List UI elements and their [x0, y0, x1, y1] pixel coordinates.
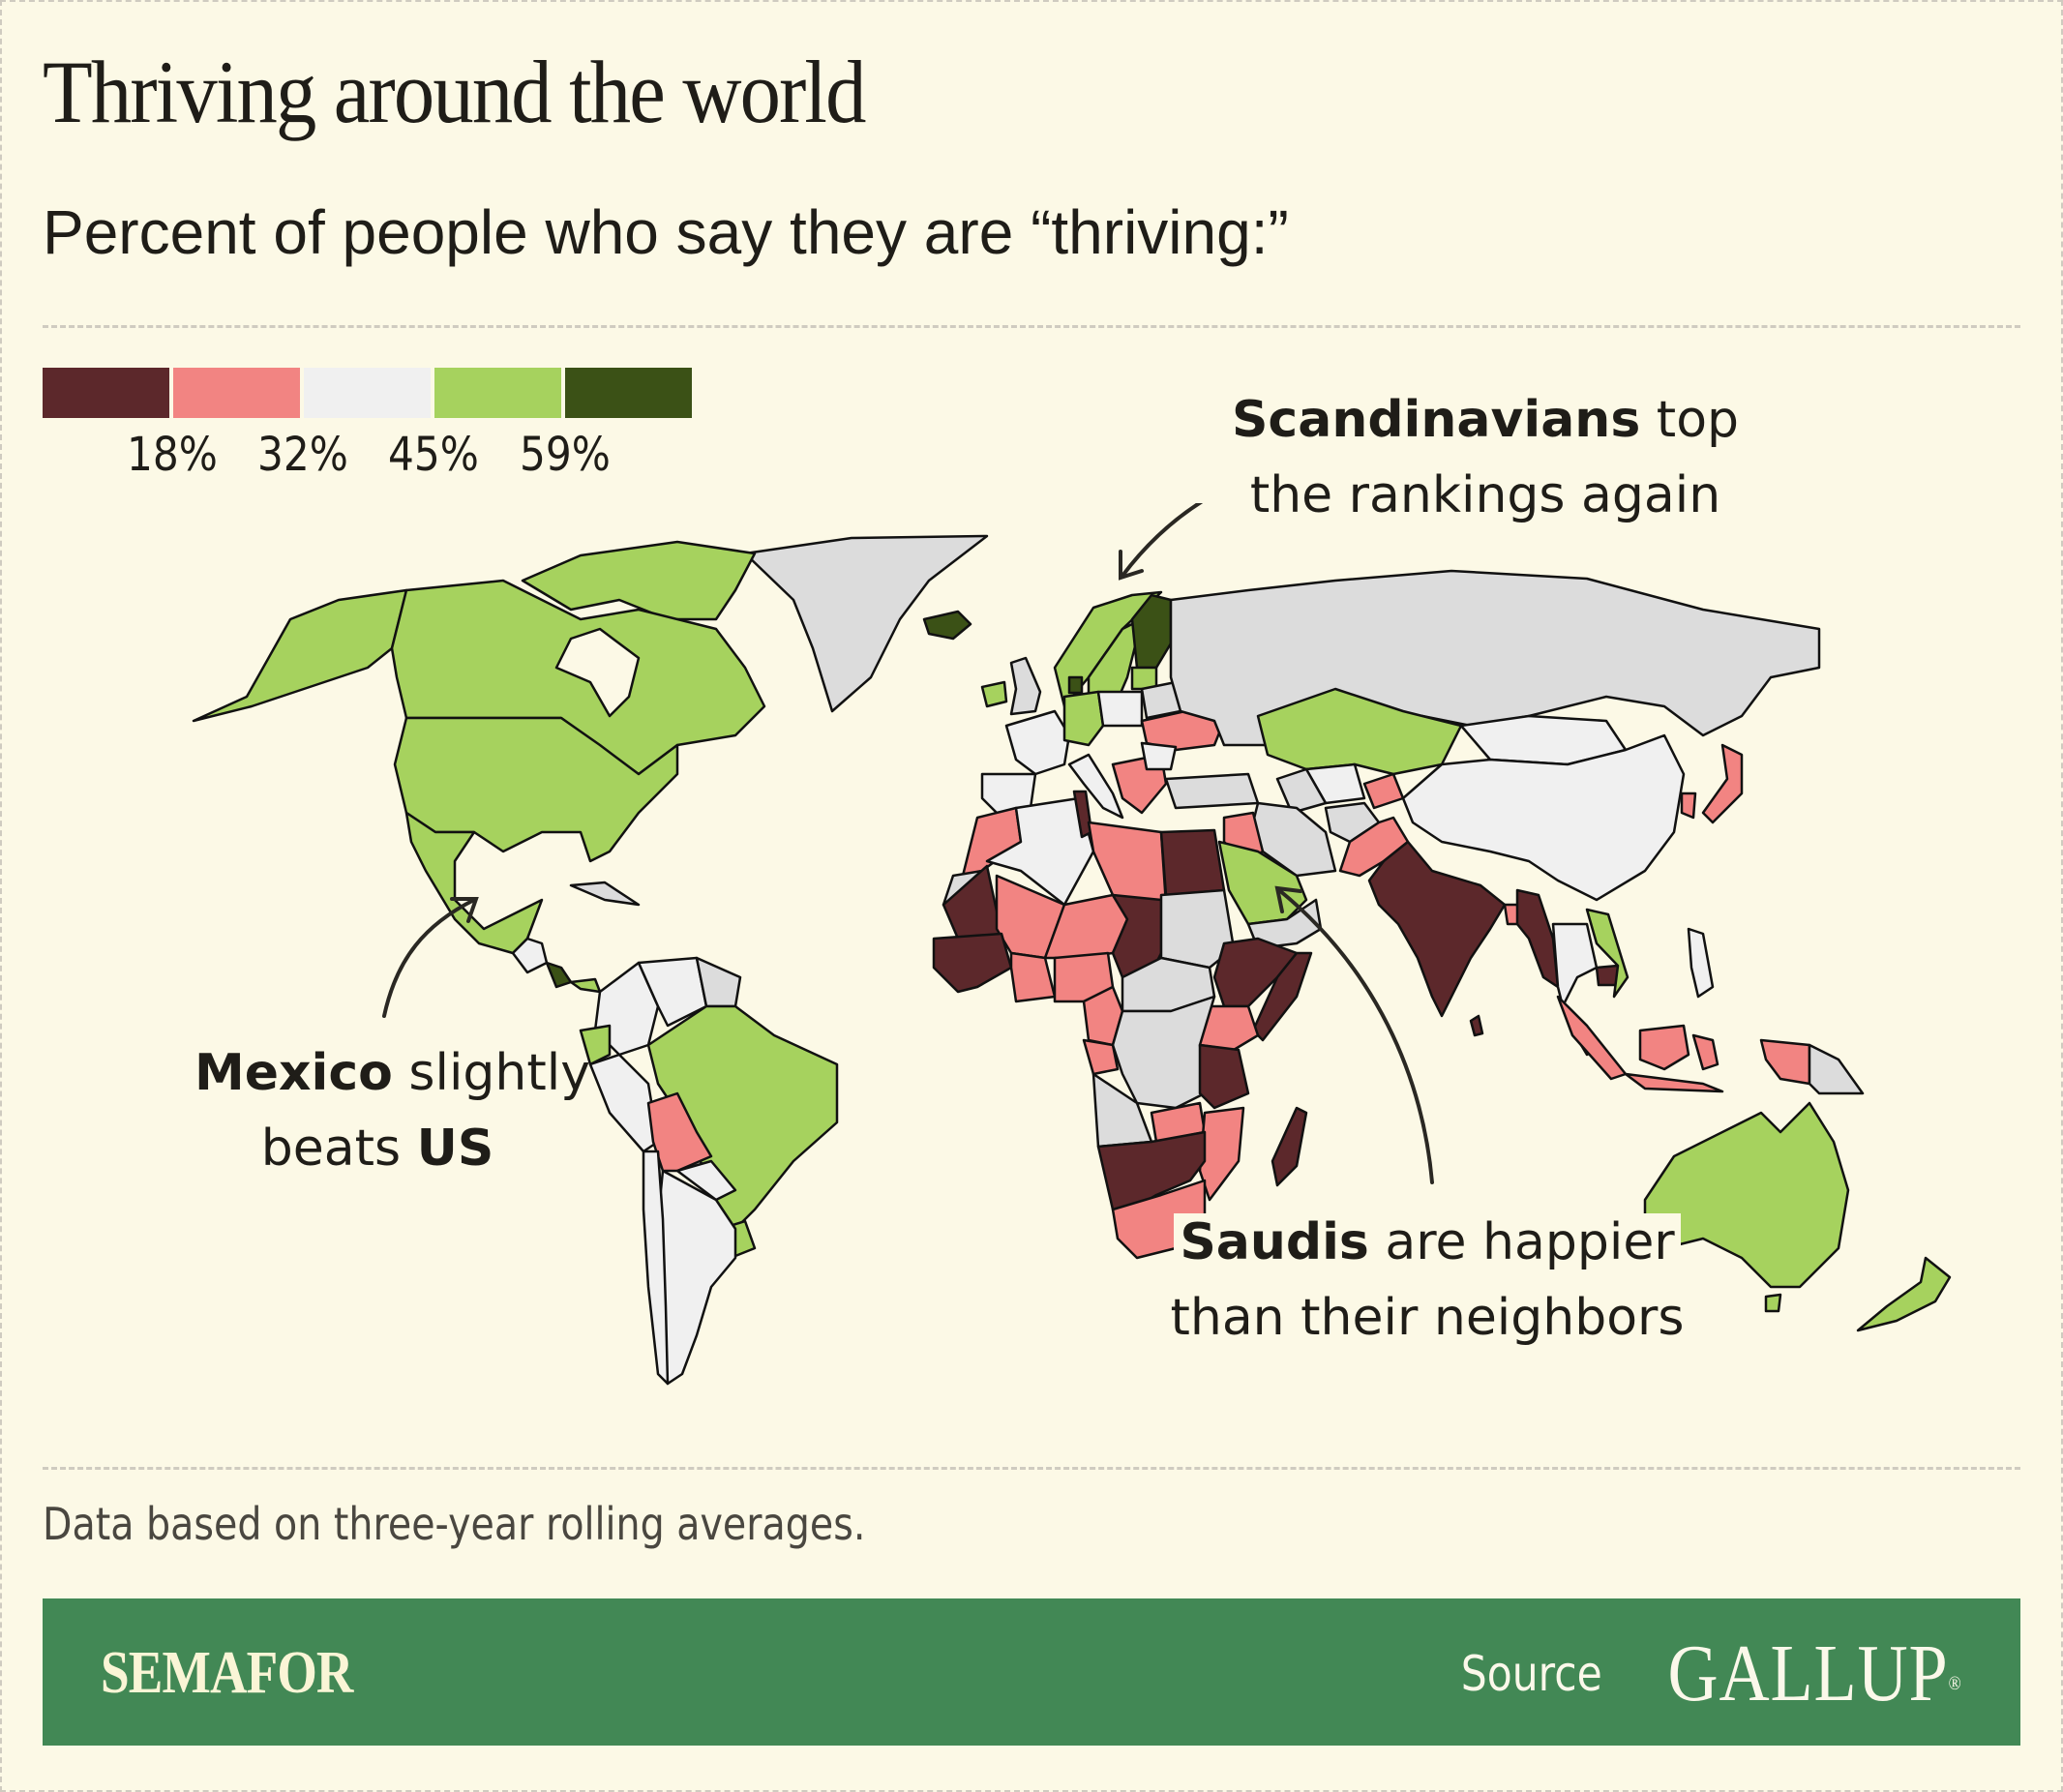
country-greenland: [743, 534, 989, 713]
country-indonesia-borneo: [1638, 1024, 1690, 1071]
country-kyrgyz-tajik: [1362, 772, 1405, 810]
country-costa-rica: [545, 961, 573, 989]
gallup-logo: GALLUP®: [1668, 1628, 1962, 1720]
legend-tick: 32%: [257, 428, 348, 482]
color-legend: [43, 368, 692, 418]
country-australia: [1643, 1101, 1850, 1289]
hudson-bay: [554, 627, 641, 718]
chart-title: Thriving around the world: [43, 43, 866, 141]
country-gabon: [1082, 1038, 1120, 1076]
country-sri-lanka: [1469, 1014, 1484, 1037]
country-madagascar: [1271, 1106, 1308, 1187]
country-papua-new-guinea: [1808, 1043, 1865, 1095]
arrow-saudi-head: [1274, 885, 1302, 913]
annotation-text: than their neighbors: [1170, 1289, 1685, 1347]
country-indonesia-java: [1624, 1072, 1724, 1093]
country-south-korea: [1680, 791, 1697, 820]
country-canada-islands: [521, 540, 757, 621]
arrow-mexico: [382, 898, 476, 1018]
annotation-text: slightly: [392, 1044, 590, 1102]
gallup-name: GALLUP: [1667, 1628, 1950, 1718]
legend-swatch-lowest: [43, 368, 169, 418]
country-alaska: [192, 588, 408, 723]
country-west-africa-pink: [1009, 951, 1057, 1003]
country-saudi-arabia: [1217, 840, 1308, 926]
annotation-text: top: [1640, 391, 1740, 449]
country-romania: [1140, 741, 1178, 771]
annotation-bold: Scandinavians: [1231, 391, 1641, 449]
legend-tick: 59%: [520, 428, 611, 482]
country-ecuador: [579, 1024, 612, 1066]
legend-labels: 18% 32% 45% 59%: [0, 426, 2063, 493]
annotation-scandinavia: Scandinavians top the rankings again: [1214, 382, 1756, 533]
source-label: Source: [1461, 1646, 1602, 1702]
world-map: [192, 503, 1952, 1386]
country-bolivia: [646, 1091, 713, 1173]
country-libya: [1087, 821, 1168, 907]
annotation-mexico: Mexico slightly beats US: [164, 1035, 590, 1186]
country-panama: [569, 977, 602, 994]
annotation-text: are happier: [1368, 1213, 1675, 1271]
country-japan: [1701, 743, 1744, 824]
header-divider: [43, 325, 2020, 328]
arrow-saudi: [1277, 888, 1434, 1184]
footer-band: SEMAFOR Source GALLUP®: [43, 1598, 2020, 1746]
country-philippines: [1687, 927, 1715, 999]
country-china: [1401, 733, 1686, 902]
country-cuba: [569, 881, 641, 907]
country-denmark: [1067, 675, 1084, 695]
country-india: [1367, 840, 1507, 1018]
legend-swatch-low: [173, 368, 300, 418]
country-myanmar: [1515, 888, 1560, 989]
footer-divider: [43, 1467, 2020, 1470]
chart-subtitle: Percent of people who say they are “thri…: [43, 197, 1289, 267]
arrow-scandinavia-head: [1119, 550, 1144, 581]
country-mozambique: [1198, 1106, 1245, 1202]
country-indonesia-sumatra: [1556, 995, 1628, 1081]
semafor-logo: SEMAFOR: [101, 1640, 353, 1706]
annotation-text: the rankings again: [1249, 466, 1721, 524]
annotation-bold: Mexico: [194, 1044, 393, 1102]
country-italy: [1067, 753, 1124, 820]
legend-tick: 45%: [388, 428, 479, 482]
country-ethiopia: [1212, 937, 1299, 1008]
country-new-zealand: [1856, 1256, 1952, 1332]
legend-swatch-mid: [304, 368, 431, 418]
legend-swatch-high: [434, 368, 561, 418]
arrow-scandinavia: [1121, 503, 1204, 578]
country-germany: [1062, 690, 1105, 747]
country-paraguay: [675, 1159, 737, 1202]
country-somalia: [1251, 951, 1313, 1042]
country-egypt: [1159, 828, 1226, 897]
country-chile: [642, 1150, 670, 1386]
country-ireland: [980, 680, 1008, 708]
country-guatemala: [511, 937, 549, 974]
country-turkey: [1164, 772, 1260, 810]
country-vietnam: [1585, 908, 1629, 999]
annotation-bold: US: [416, 1120, 494, 1178]
country-west-africa-dark: [932, 932, 1013, 994]
country-france: [1004, 709, 1071, 776]
footnote: Data based on three-year rolling average…: [43, 1498, 866, 1550]
country-kazakhstan: [1256, 687, 1463, 776]
country-mexico: [404, 811, 544, 955]
country-turkmenistan: [1275, 767, 1328, 815]
country-tanzania: [1198, 1043, 1250, 1110]
country-poland: [1096, 690, 1144, 728]
country-iceland: [922, 610, 972, 641]
country-united-kingdom: [1009, 656, 1042, 716]
country-indonesia-sulawesi-papua: [1691, 1033, 1811, 1086]
annotation-saudi: Saudis are happier than their neighbors: [1166, 1205, 1689, 1356]
country-tasmania: [1764, 1293, 1782, 1313]
country-venezuela: [637, 956, 708, 1028]
country-thailand-laos: [1551, 922, 1599, 1008]
legend-swatch-highest: [565, 368, 692, 418]
annotation-text: beats: [260, 1120, 417, 1178]
legend-tick: 18%: [127, 428, 218, 482]
annotation-bold: Saudis: [1180, 1213, 1369, 1271]
registered-mark: ®: [1949, 1673, 1962, 1694]
arrow-mexico-head: [450, 897, 479, 923]
